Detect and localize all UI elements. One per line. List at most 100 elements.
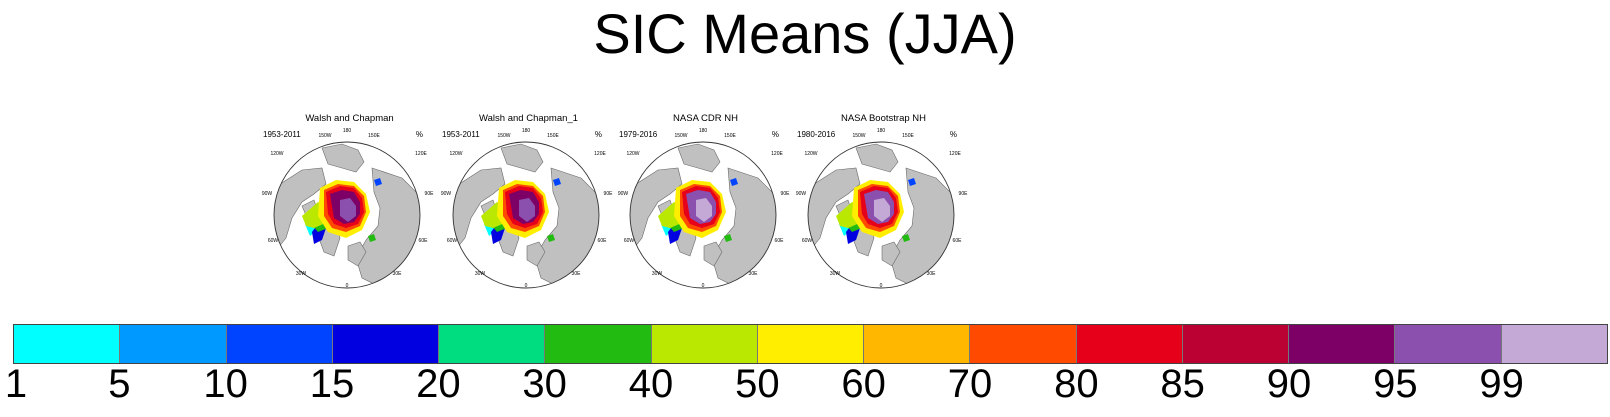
longitude-label: 120E (415, 151, 427, 157)
longitude-label: 60E (953, 238, 963, 244)
longitude-label: 60W (802, 238, 813, 244)
polar-map: 180 150W 150E 120W 120E 90W 90E 60W 60E 30W 30E 0 (618, 128, 791, 289)
panel-units: % (949, 130, 957, 139)
longitude-label: 60W (624, 238, 635, 244)
longitude-label: 0 (702, 283, 705, 289)
polar-map: 180 150W 150E 120W 120E 90W 90E 60W 60E 30W 30E 0 (262, 128, 435, 289)
colorbar-label: 40 (628, 362, 674, 406)
longitude-label: 120W (804, 151, 817, 157)
longitude-label: 180 (522, 128, 531, 134)
longitude-label: 150W (852, 133, 865, 139)
colorbar-label: 50 (735, 362, 780, 406)
map-panel-4: NASA Bootstrap NH 1980-2016% 180 150W 150E 12… (796, 108, 971, 294)
colorbar-box (120, 325, 227, 363)
colorbar-label: 70 (947, 362, 993, 406)
colorbar-label: 90 (1266, 362, 1312, 406)
colorbar-labels: 1 5 10 15 20 30 40 50 60 70 80 85 90 95 99 (0, 358, 1610, 414)
panel-title: NASA CDR NH (673, 113, 738, 124)
colorbar-label: 60 (841, 362, 886, 406)
panel-units: % (415, 130, 423, 139)
colorbar-box (1501, 325, 1607, 363)
longitude-label: 30W (652, 271, 663, 277)
colorbar-box (757, 325, 865, 363)
longitude-label: 0 (346, 283, 349, 289)
colorbar-box (545, 325, 652, 363)
colorbar-label: 99 (1479, 362, 1524, 406)
colorbar-box (226, 325, 333, 363)
colorbar (13, 324, 1608, 364)
colorbar-box (1076, 325, 1183, 363)
panel-title: Walsh and Chapman_1 (479, 113, 578, 124)
colorbar-label: 1 (4, 362, 28, 406)
panel-period: 1953-2011 (442, 130, 480, 139)
colorbar-box (332, 325, 440, 363)
longitude-label: 0 (525, 283, 528, 289)
colorbar-label: 10 (203, 362, 248, 406)
longitude-label: 60E (775, 238, 785, 244)
longitude-label: 60W (447, 238, 458, 244)
colorbar-box (651, 325, 758, 363)
longitude-label: 30E (572, 271, 582, 277)
longitude-label: 90E (604, 191, 614, 197)
longitude-label: 150E (368, 133, 380, 139)
longitude-label: 150E (724, 133, 736, 139)
longitude-label: 150W (497, 133, 510, 139)
colorbar-label: 5 (108, 362, 131, 406)
panel-title: Walsh and Chapman (305, 113, 394, 124)
longitude-label: 60W (268, 238, 279, 244)
colorbar-box (1182, 325, 1290, 363)
figure-title: SIC Means (JJA) (593, 2, 1017, 65)
longitude-label: 30W (830, 271, 841, 277)
longitude-label: 120E (949, 151, 961, 157)
longitude-label: 30E (927, 271, 937, 277)
map-panel-1: Walsh and Chapman 1953-2011% 180 150W 150E 12… (262, 108, 437, 294)
longitude-label: 30W (475, 271, 486, 277)
colorbar-label: 95 (1373, 362, 1418, 406)
longitude-label: 30E (749, 271, 759, 277)
longitude-label: 120E (771, 151, 783, 157)
longitude-label: 30E (393, 271, 403, 277)
colorbar-label: 85 (1160, 362, 1205, 406)
longitude-label: 90W (262, 191, 272, 197)
colorbar-box (864, 325, 971, 363)
longitude-label: 120E (594, 151, 606, 157)
panel-period: 1979-2016 (619, 130, 658, 139)
map-panel-3: NASA CDR NH 1979-2016% 180 150W 150E 120W 120E… (618, 108, 793, 294)
map-panel-2: Walsh and Chapman_1 1953-2011% 180 150W 150E… (441, 108, 616, 294)
longitude-label: 30W (296, 271, 307, 277)
colorbar-box (970, 325, 1077, 363)
longitude-label: 120W (270, 151, 283, 157)
colorbar-label: 30 (522, 362, 567, 406)
colorbar-label: 15 (309, 362, 355, 406)
colorbar-label: 80 (1054, 362, 1099, 406)
colorbar-box (1395, 325, 1502, 363)
longitude-label: 90E (959, 191, 969, 197)
longitude-label: 90W (441, 191, 451, 197)
panel-period: 1980-2016 (797, 130, 836, 139)
colorbar-box (14, 325, 121, 363)
longitude-label: 150E (902, 133, 914, 139)
polar-map: 180 150W 150E 120W 120E 90W 90E 60W 60E 30W 30E 0 (796, 128, 969, 289)
panel-title: NASA Bootstrap NH (840, 113, 926, 124)
longitude-label: 120W (449, 151, 462, 157)
longitude-label: 150E (547, 133, 559, 139)
longitude-label: 180 (699, 128, 708, 134)
longitude-label: 90E (781, 191, 791, 197)
longitude-label: 0 (880, 283, 883, 289)
colorbar-box (439, 325, 546, 363)
colorbar-box (1289, 325, 1396, 363)
longitude-label: 180 (343, 128, 352, 134)
panel-units: % (594, 130, 602, 139)
longitude-label: 60E (598, 238, 608, 244)
panel-units: % (771, 130, 779, 139)
longitude-label: 180 (877, 128, 886, 134)
longitude-label: 150W (674, 133, 687, 139)
longitude-label: 90W (618, 191, 628, 197)
polar-map: 180 150W 150E 120W 120E 90W 90E 60W 60E 30W 30E 0 (441, 128, 614, 289)
longitude-label: 90W (796, 191, 806, 197)
panel-period: 1953-2011 (263, 130, 301, 139)
longitude-label: 120W (626, 151, 639, 157)
longitude-label: 60E (419, 238, 429, 244)
longitude-label: 90E (425, 191, 435, 197)
longitude-label: 150W (318, 133, 331, 139)
